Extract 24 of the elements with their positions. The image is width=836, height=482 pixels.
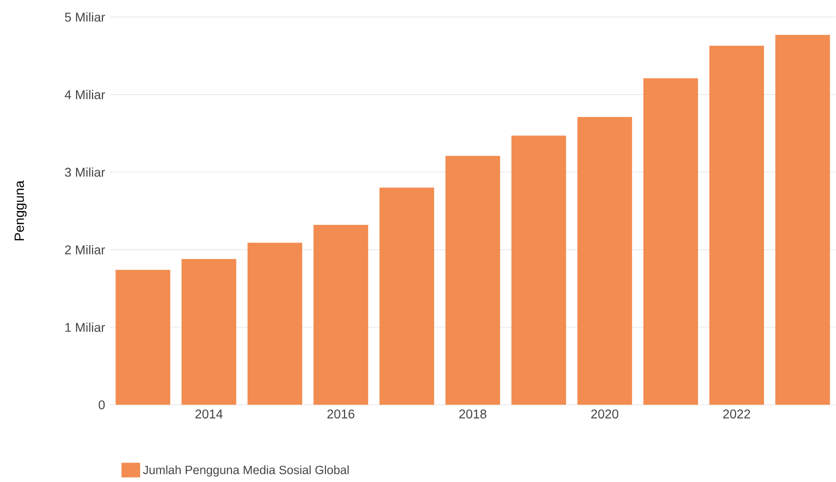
x-tick-label: 2022 <box>723 410 750 419</box>
bar <box>511 136 566 405</box>
bar <box>182 259 236 405</box>
bar <box>445 156 500 405</box>
bar <box>709 46 764 405</box>
legend-label: Jumlah Pengguna Media Sosial Global <box>142 465 349 477</box>
bar <box>775 34 830 405</box>
y-tick-label: 5 Miliar <box>64 12 106 22</box>
bar <box>314 224 368 405</box>
bar <box>379 188 434 405</box>
x-tick-label: 2016 <box>327 410 354 419</box>
y-axis-title: Pengguna <box>14 180 27 240</box>
y-tick-label: 0 <box>98 400 105 410</box>
bar <box>577 117 632 405</box>
x-tick-label: 2018 <box>459 410 486 419</box>
y-tick-label: 3 Miliar <box>64 168 106 177</box>
x-tick-label: 2014 <box>195 410 223 419</box>
x-tick-label: 2020 <box>591 410 618 419</box>
bar <box>248 242 302 405</box>
bar <box>116 270 170 405</box>
y-tick-label: 2 Miliar <box>65 245 106 254</box>
y-tick-label: 1 Miliar <box>65 322 106 332</box>
bar <box>643 78 698 405</box>
y-tick-label: 4 Miliar <box>64 90 106 100</box>
